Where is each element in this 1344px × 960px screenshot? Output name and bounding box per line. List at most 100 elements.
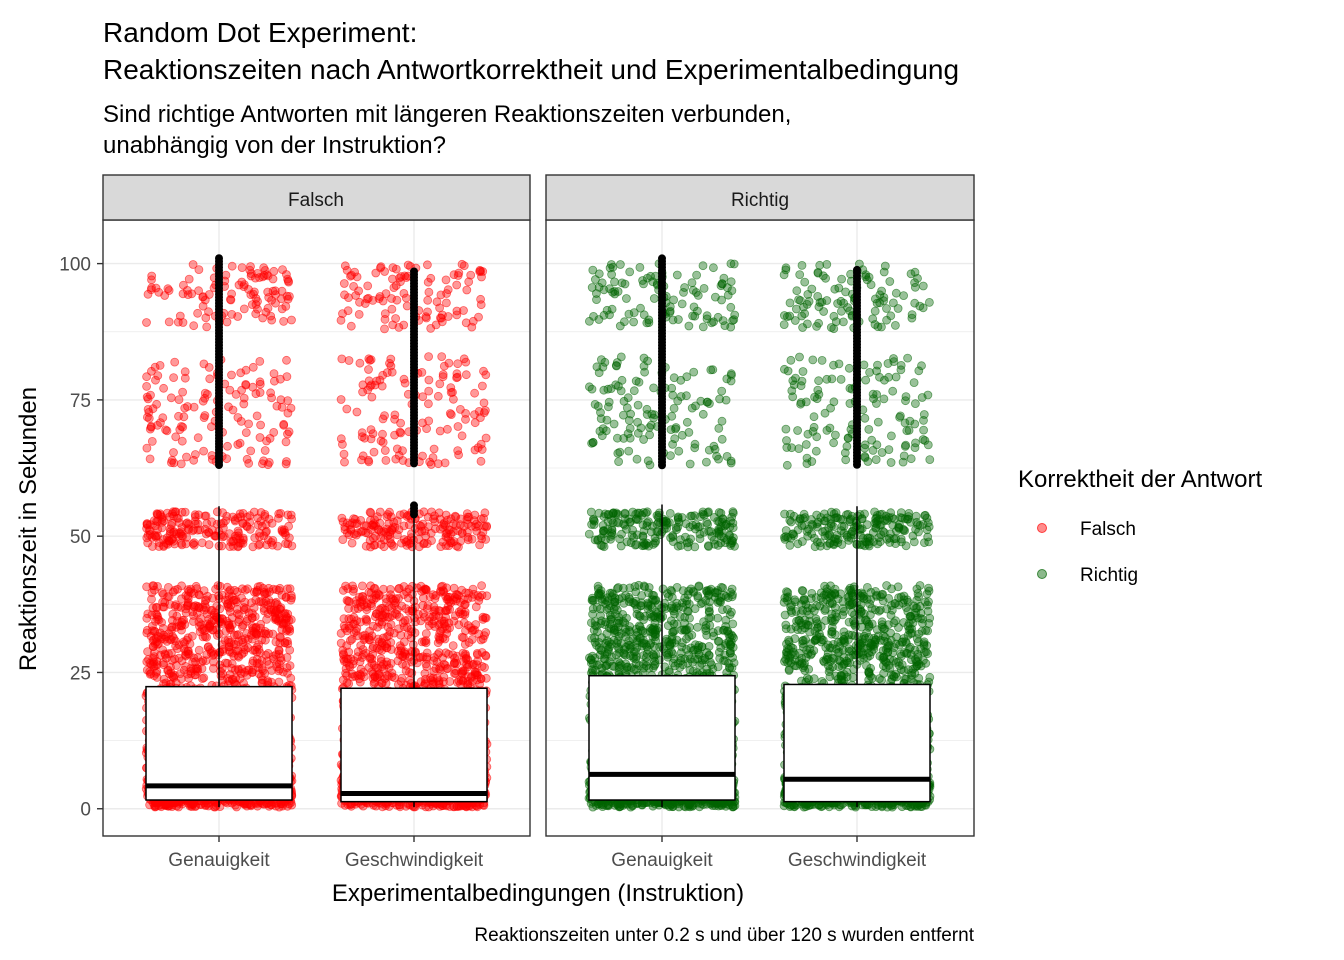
data-point xyxy=(286,673,296,683)
data-point xyxy=(187,631,197,641)
data-point xyxy=(223,602,233,611)
data-point xyxy=(475,265,485,275)
data-point xyxy=(383,510,393,519)
data-point xyxy=(189,611,198,620)
data-point xyxy=(397,673,407,683)
data-point xyxy=(225,542,235,551)
data-point xyxy=(629,317,638,327)
data-point xyxy=(282,457,291,466)
data-point xyxy=(418,601,428,610)
data-point xyxy=(466,270,476,280)
data-point xyxy=(420,637,429,646)
data-point xyxy=(155,360,165,370)
data-point xyxy=(441,648,451,658)
data-point xyxy=(439,677,448,686)
data-point xyxy=(351,291,361,300)
data-point xyxy=(380,324,389,334)
data-point xyxy=(199,446,209,456)
data-point xyxy=(191,581,201,591)
data-point xyxy=(375,518,385,528)
data-point xyxy=(177,617,187,627)
data-point xyxy=(399,288,409,298)
data-point xyxy=(446,410,456,420)
data-point xyxy=(263,303,273,313)
data-point xyxy=(257,635,267,645)
data-point xyxy=(142,372,152,382)
data-point xyxy=(344,623,354,633)
data-point xyxy=(340,525,350,535)
data-point xyxy=(199,586,209,595)
data-point xyxy=(247,609,257,618)
data-point xyxy=(283,510,293,520)
data-point xyxy=(227,261,237,271)
data-point xyxy=(236,416,246,426)
data-point xyxy=(435,313,445,323)
data-point xyxy=(247,634,257,644)
data-point xyxy=(355,669,365,679)
data-point xyxy=(163,583,173,592)
data-point xyxy=(342,678,352,688)
data-point xyxy=(459,306,468,315)
outlier-point xyxy=(215,254,223,263)
data-point xyxy=(240,585,250,595)
data-point xyxy=(251,389,261,399)
data-point xyxy=(394,612,404,622)
data-point xyxy=(418,593,428,603)
data-point xyxy=(433,391,443,401)
data-point xyxy=(239,282,249,292)
data-point xyxy=(403,260,413,270)
data-point xyxy=(448,394,458,404)
data-point xyxy=(147,594,156,604)
data-point xyxy=(374,294,384,304)
data-point xyxy=(242,799,252,809)
data-point xyxy=(367,392,377,402)
data-point xyxy=(336,638,346,648)
data-point xyxy=(205,621,215,631)
data-point xyxy=(349,529,359,539)
data-point xyxy=(438,370,448,379)
data-point xyxy=(159,602,169,612)
data-point xyxy=(206,422,216,432)
data-point xyxy=(344,293,353,303)
data-point xyxy=(179,412,189,422)
data-point xyxy=(376,262,386,272)
data-point xyxy=(348,581,357,591)
data-point xyxy=(249,507,259,517)
data-point xyxy=(339,279,349,288)
data-point xyxy=(441,275,451,285)
data-point xyxy=(340,801,350,810)
data-point xyxy=(228,512,238,522)
data-point xyxy=(481,613,491,623)
data-point xyxy=(359,521,369,531)
data-point xyxy=(259,263,269,273)
data-point xyxy=(250,627,259,637)
data-point xyxy=(169,373,179,383)
box-iqr xyxy=(340,687,488,803)
data-point xyxy=(423,399,433,409)
data-point xyxy=(267,315,277,325)
data-point xyxy=(478,527,488,537)
data-point xyxy=(437,352,447,362)
data-point xyxy=(386,538,396,548)
data-point xyxy=(481,628,491,637)
data-point xyxy=(159,383,169,393)
data-point xyxy=(430,594,440,604)
data-point xyxy=(190,519,200,529)
data-point xyxy=(401,666,411,676)
data-point xyxy=(216,671,226,681)
data-point xyxy=(195,627,205,637)
data-point xyxy=(458,676,468,685)
data-point xyxy=(425,457,435,467)
data-point xyxy=(227,309,237,319)
data-point xyxy=(279,419,289,429)
data-point xyxy=(166,393,176,403)
data-point xyxy=(151,283,161,293)
data-point xyxy=(279,316,289,326)
data-point xyxy=(193,308,203,318)
data-point xyxy=(461,414,470,424)
chart-subtitle-line-1: Sind richtige Antworten mit längeren Rea… xyxy=(103,101,791,128)
data-point xyxy=(269,369,279,379)
data-point xyxy=(435,426,445,436)
data-point xyxy=(464,588,474,598)
data-point xyxy=(357,428,367,438)
